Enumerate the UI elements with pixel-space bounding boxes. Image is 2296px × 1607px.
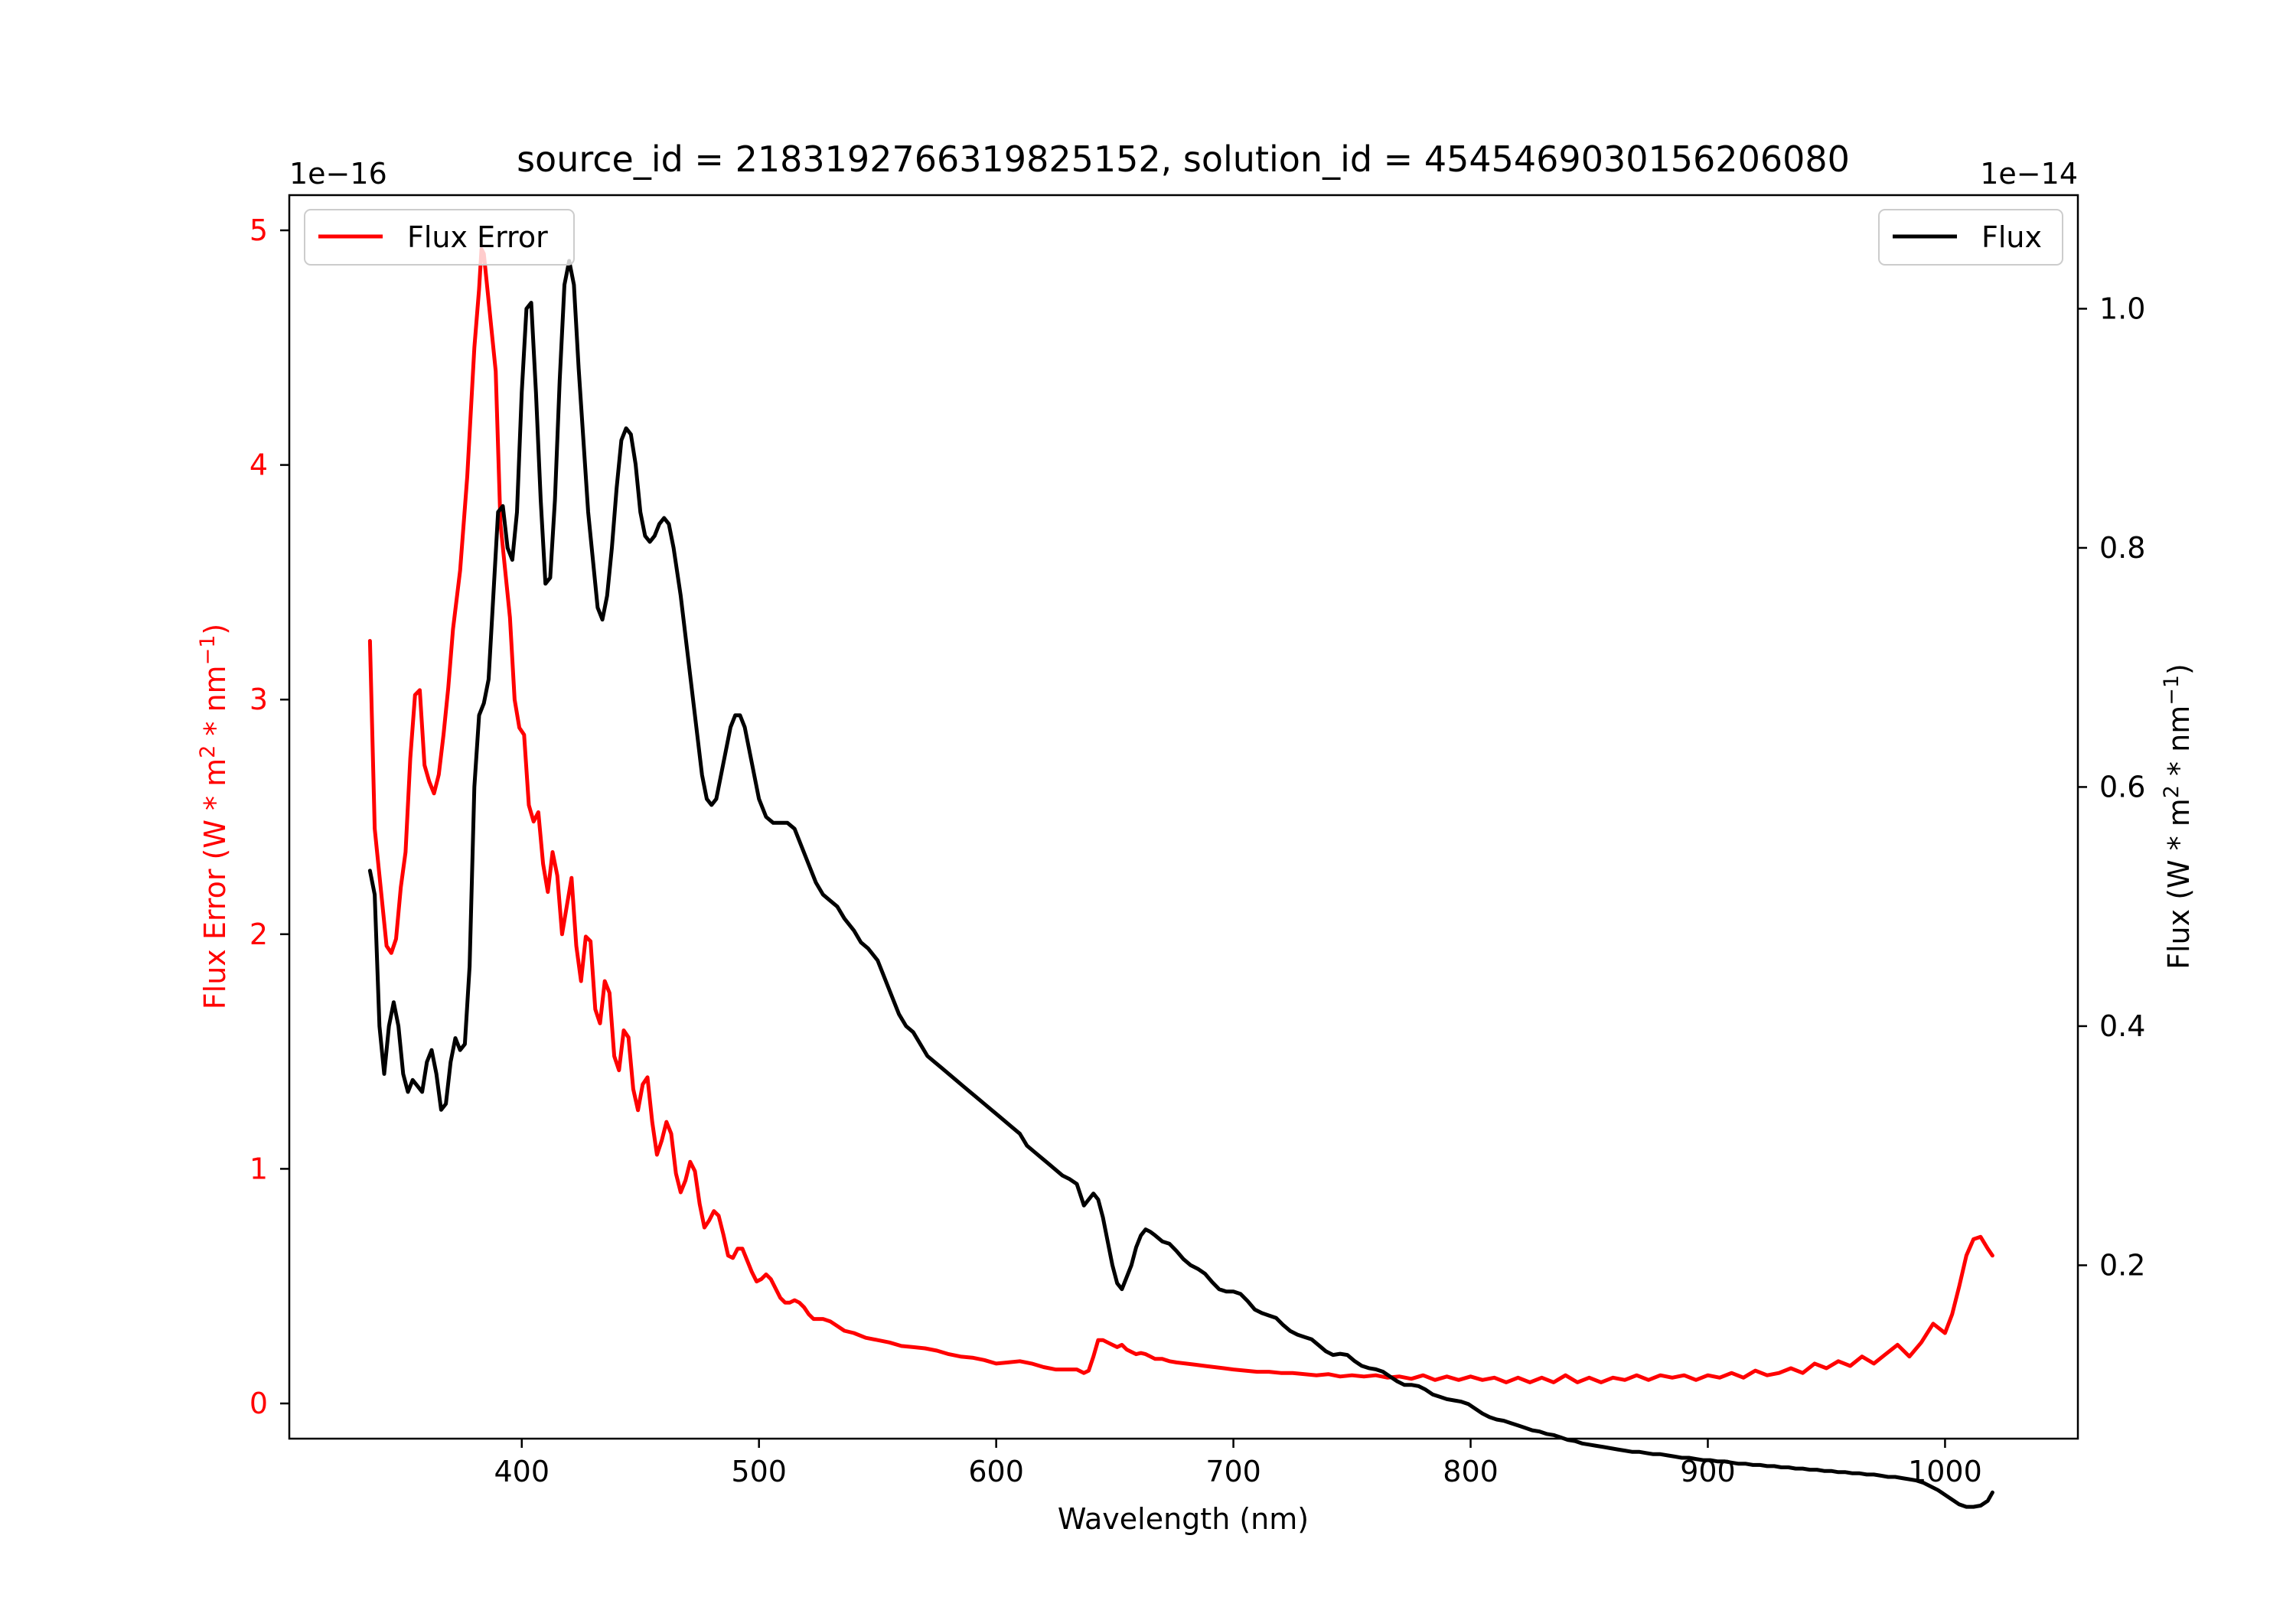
legend-flux: Flux [1878,209,2063,266]
right-offset-text: 1e−14 [1980,157,2078,191]
x-tick-label: 700 [1205,1455,1261,1488]
x-axis-label: Wavelength (nm) [1058,1502,1309,1536]
x-tick-label: 800 [1443,1455,1499,1488]
legend-flux-label: Flux [1981,220,2042,254]
series-line-flux-error [367,247,1994,1384]
series-line-flux [367,259,1994,1509]
left-y-axis: 0 1 2 3 4 5 [249,214,289,1420]
left-y-tick-label: 3 [249,683,268,716]
right-y-tick-label: 0.8 [2099,531,2145,565]
left-y-tick-label: 2 [249,918,268,951]
x-tick-label: 1000 [1908,1455,1982,1488]
chart-title: source_id = 2183192766319825152, solutio… [517,139,1850,180]
x-tick-label: 600 [968,1455,1024,1488]
left-y-tick-label: 0 [249,1387,268,1420]
right-y-axis: 0.2 0.4 0.6 0.8 1.0 [2078,292,2145,1282]
plot-frame [288,194,2079,1440]
legend-flux-error-label: Flux Error [407,220,548,254]
right-y-tick-label: 0.6 [2099,770,2145,804]
series-layer [367,247,1994,1509]
x-tick-label: 400 [494,1455,550,1488]
right-y-tick-label: 1.0 [2099,292,2145,325]
legend-flux-error-box [304,209,575,266]
left-y-tick-label: 4 [249,448,268,482]
left-offset-text: 1e−16 [289,157,387,191]
right-y-tick-label: 0.4 [2099,1009,2145,1043]
legend-flux-error: Flux Error [304,209,575,266]
left-y-axis-label: Flux Error (W * m2 * nm−1) [196,624,232,1009]
x-axis: 400 500 600 700 800 900 1000 [494,1439,1982,1488]
x-tick-label: 900 [1680,1455,1736,1488]
right-y-tick-label: 0.2 [2099,1248,2145,1282]
x-tick-label: 500 [731,1455,787,1488]
left-y-tick-label: 5 [249,214,268,247]
right-y-axis-label: Flux (W * m2 * nm−1) [2160,663,2196,970]
left-y-tick-label: 1 [249,1152,268,1185]
legend-flux-box [1878,209,2063,266]
